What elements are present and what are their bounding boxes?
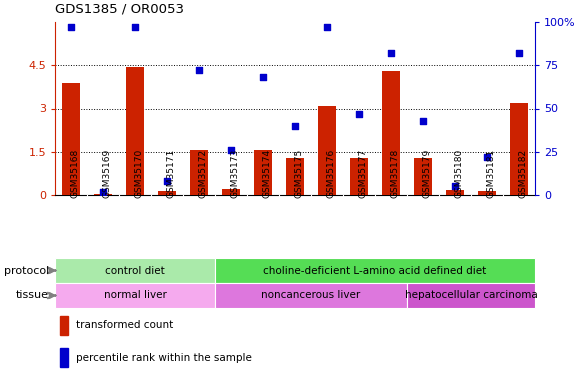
Bar: [215, 283, 407, 308]
Bar: [158, 190, 176, 195]
Point: [66, 24, 75, 30]
Bar: [286, 158, 304, 195]
Text: GSM35176: GSM35176: [327, 149, 336, 198]
Bar: [350, 158, 368, 195]
Point: [162, 178, 172, 184]
Point: [130, 24, 140, 30]
Point: [354, 111, 364, 117]
Bar: [55, 283, 215, 308]
Point: [483, 154, 492, 160]
Bar: [62, 82, 80, 195]
Bar: [446, 190, 464, 195]
Bar: [215, 258, 535, 283]
Text: control diet: control diet: [105, 266, 165, 276]
Text: hepatocellular carcinoma: hepatocellular carcinoma: [405, 291, 538, 300]
Point: [194, 68, 204, 74]
Text: GSM35170: GSM35170: [135, 149, 144, 198]
Point: [99, 189, 108, 195]
Text: GSM35172: GSM35172: [199, 149, 208, 198]
Bar: [126, 67, 144, 195]
Point: [386, 50, 396, 56]
Text: GSM35174: GSM35174: [263, 149, 272, 198]
Text: tissue: tissue: [16, 291, 49, 300]
Text: GSM35180: GSM35180: [455, 149, 464, 198]
Bar: [318, 106, 336, 195]
Point: [291, 123, 300, 129]
Text: GSM35173: GSM35173: [231, 149, 240, 198]
Point: [226, 147, 235, 153]
Text: percentile rank within the sample: percentile rank within the sample: [75, 352, 252, 363]
Text: normal liver: normal liver: [104, 291, 166, 300]
Bar: [478, 190, 496, 195]
Text: GSM35179: GSM35179: [423, 149, 432, 198]
Bar: [382, 71, 400, 195]
Bar: [190, 150, 208, 195]
Bar: [222, 189, 240, 195]
Bar: [55, 258, 215, 283]
Text: GSM35169: GSM35169: [103, 149, 112, 198]
Point: [418, 118, 427, 124]
Text: GSM35182: GSM35182: [519, 149, 528, 198]
Point: [514, 50, 524, 56]
Bar: [510, 103, 528, 195]
Bar: [407, 283, 535, 308]
Point: [258, 74, 267, 80]
Bar: [60, 316, 68, 335]
Text: GSM35171: GSM35171: [167, 149, 176, 198]
Bar: [254, 150, 272, 195]
Text: GSM35175: GSM35175: [295, 149, 304, 198]
Point: [322, 24, 332, 30]
Text: GSM35181: GSM35181: [487, 149, 496, 198]
Bar: [60, 348, 68, 367]
Text: transformed count: transformed count: [75, 320, 173, 330]
Bar: [414, 158, 432, 195]
Text: GSM35178: GSM35178: [391, 149, 400, 198]
Text: protocol: protocol: [4, 266, 49, 276]
Point: [450, 183, 459, 189]
Bar: [94, 194, 112, 195]
Text: choline-deficient L-amino acid defined diet: choline-deficient L-amino acid defined d…: [263, 266, 487, 276]
Text: noncancerous liver: noncancerous liver: [262, 291, 361, 300]
Text: GDS1385 / OR0053: GDS1385 / OR0053: [55, 2, 184, 15]
Text: GSM35177: GSM35177: [359, 149, 368, 198]
Text: GSM35168: GSM35168: [71, 149, 80, 198]
